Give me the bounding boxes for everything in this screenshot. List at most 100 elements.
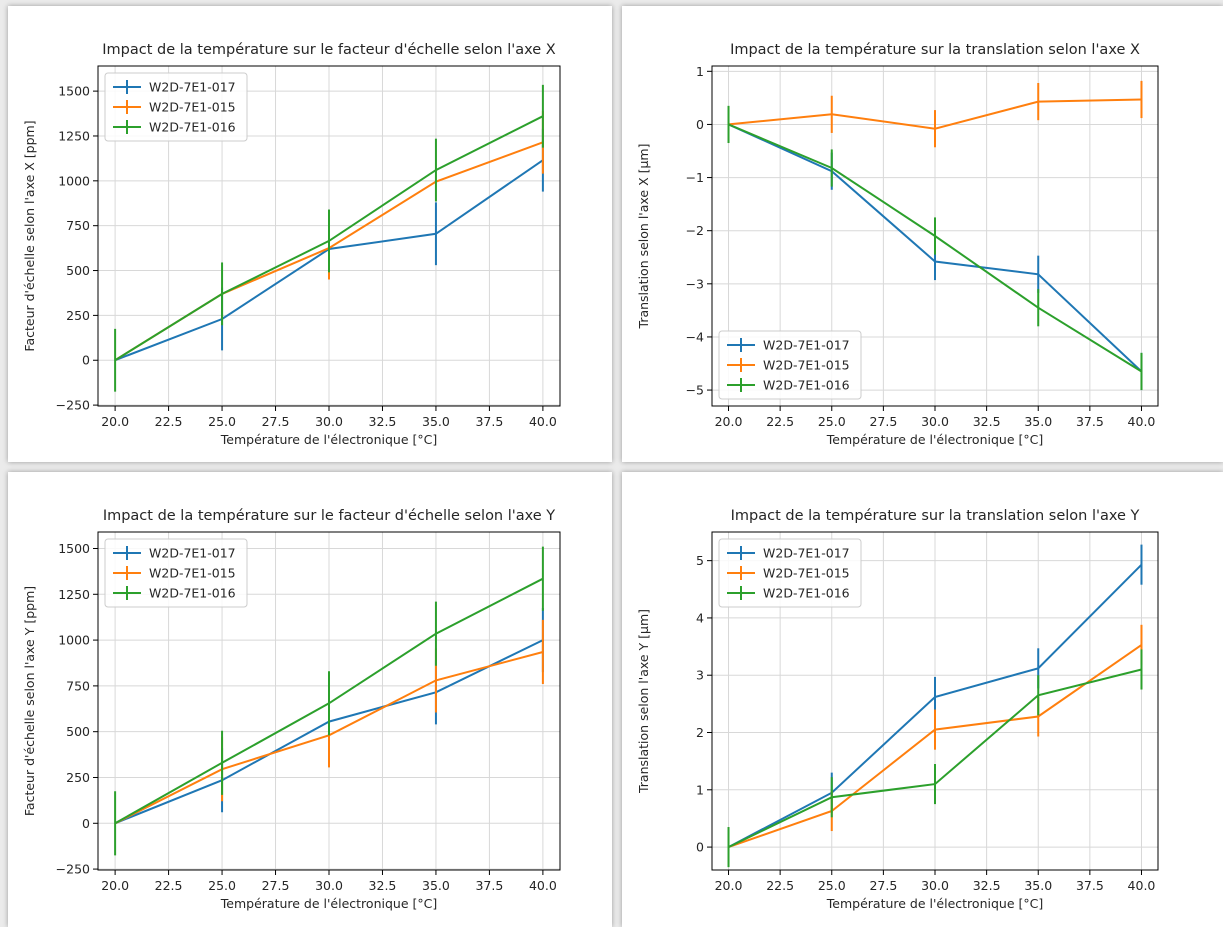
plot-frame [711, 65, 1159, 407]
legend-item: W2D-7E1-017 [727, 546, 850, 561]
y-tick-label: 250 [66, 770, 90, 785]
legend-label: W2D-7E1-016 [149, 120, 236, 135]
x-tick-label: 37.5 [1076, 878, 1104, 893]
legend: W2D-7E1-017 W2D-7E1-015 W2D-7E1-016 [104, 538, 248, 608]
tick-labels: 20.0 22.5 25.0 27.5 30.0 32.5 35.0 37.5 40.0 −250… [56, 541, 557, 893]
x-tick-label: 30.0 [315, 878, 343, 893]
chart-translation-x: Impact de la température sur la translat… [636, 42, 1159, 447]
legend-label: W2D-7E1-017 [149, 80, 236, 95]
series-line [728, 644, 1143, 849]
x-tick-label: 40.0 [529, 414, 557, 429]
legend: W2D-7E1-017 W2D-7E1-015 W2D-7E1-016 [718, 330, 862, 400]
y-axis-label: Facteur d'échelle selon l'axe Y [ppm] [22, 586, 37, 816]
x-tick-label: 32.5 [369, 414, 397, 429]
legend-box [104, 538, 248, 608]
legend-label: W2D-7E1-015 [763, 566, 850, 581]
x-tick-label: 35.0 [422, 878, 450, 893]
legend-label: W2D-7E1-016 [763, 378, 850, 393]
y-tick-label: 1250 [58, 587, 90, 602]
tick-labels: 20.0 22.5 25.0 27.5 30.0 32.5 35.0 37.5 40.0 0 1 2 3… [696, 553, 1155, 893]
legend-label: W2D-7E1-017 [763, 546, 850, 561]
series-line [728, 123, 1143, 373]
series-line [114, 115, 544, 362]
x-tick-label: 27.5 [869, 878, 897, 893]
x-tick-label: 32.5 [973, 878, 1001, 893]
x-tick-label: 22.5 [155, 414, 183, 429]
legend-box [718, 330, 862, 400]
legend-item: W2D-7E1-015 [727, 358, 850, 373]
y-tick-label: 750 [66, 678, 90, 693]
legend-item: W2D-7E1-017 [113, 80, 236, 95]
legend-item: W2D-7E1-015 [113, 100, 236, 115]
y-tick-label: −250 [56, 862, 90, 877]
x-tick-label: 30.0 [921, 414, 949, 429]
chart-panel-translation-y: Impact de la température sur la translat… [622, 472, 1223, 927]
x-tick-label: 22.5 [766, 878, 794, 893]
x-tick-label: 30.0 [921, 878, 949, 893]
series-line [114, 577, 544, 825]
x-tick-label: 27.5 [262, 414, 290, 429]
tick-labels: 20.0 22.5 25.0 27.5 30.0 32.5 35.0 37.5 40.0 −250… [56, 84, 557, 429]
legend-label: W2D-7E1-015 [149, 100, 236, 115]
series-line [728, 563, 1143, 848]
chart-title: Impact de la température sur le facteur … [102, 42, 555, 58]
y-tick-label: 500 [66, 724, 90, 739]
chart-panel-scale-y: Impact de la température sur le facteur … [8, 472, 612, 927]
y-tick-label: 1 [696, 782, 704, 797]
x-tick-label: 27.5 [262, 878, 290, 893]
legend-item: W2D-7E1-015 [727, 566, 850, 581]
x-tick-label: 20.0 [101, 414, 129, 429]
x-axis-label: Température de l'électronique [°C] [826, 896, 1043, 911]
chart-title: Impact de la température sur la translat… [731, 508, 1140, 524]
chart-panel-scale-x: Impact de la température sur le facteur … [8, 6, 612, 462]
y-tick-label: 5 [696, 553, 704, 568]
legend-label: W2D-7E1-015 [763, 358, 850, 373]
y-tick-label: 1500 [58, 541, 90, 556]
legend-label: W2D-7E1-016 [149, 586, 236, 601]
x-tick-label: 35.0 [1024, 414, 1052, 429]
series-w2d-7e1-016 [114, 546, 544, 856]
legend-label: W2D-7E1-015 [149, 566, 236, 581]
y-tick-label: 2 [696, 725, 704, 740]
x-tick-label: 40.0 [1128, 414, 1156, 429]
chart-title: Impact de la température sur la translat… [730, 42, 1140, 58]
chart-scale-y: Impact de la température sur le facteur … [22, 508, 561, 911]
y-tick-label: 0 [696, 117, 704, 132]
x-tick-label: 25.0 [818, 414, 846, 429]
y-axis-label: Translation selon l'axe X [µm] [636, 144, 651, 330]
y-axis-label: Facteur d'échelle selon l'axe X [ppm] [22, 120, 37, 351]
x-tick-label: 40.0 [1128, 878, 1156, 893]
y-tick-label: 500 [66, 263, 90, 278]
legend-item: W2D-7E1-016 [113, 586, 236, 601]
x-tick-label: 25.0 [208, 878, 236, 893]
y-tick-label: 1500 [58, 84, 90, 99]
legend-item: W2D-7E1-017 [113, 546, 236, 561]
x-tick-label: 20.0 [101, 878, 129, 893]
x-axis-label: Température de l'électronique [°C] [826, 432, 1043, 447]
legend-item: W2D-7E1-017 [727, 338, 850, 353]
x-tick-label: 32.5 [369, 878, 397, 893]
x-tick-label: 22.5 [155, 878, 183, 893]
y-tick-label: 0 [696, 840, 704, 855]
series-line [728, 98, 1142, 130]
y-tick-label: 0 [82, 816, 90, 831]
series-w2d-7e1-015 [728, 80, 1143, 148]
chart-translation-y: Impact de la température sur la translat… [636, 508, 1159, 911]
y-tick-label: −5 [686, 383, 704, 398]
series-w2d-7e1-016 [727, 649, 1143, 868]
x-tick-label: 35.0 [1024, 878, 1052, 893]
legend: W2D-7E1-017 W2D-7E1-015 W2D-7E1-016 [104, 72, 248, 142]
y-tick-label: −250 [56, 398, 90, 413]
x-tick-label: 37.5 [475, 878, 503, 893]
legend: W2D-7E1-017 W2D-7E1-015 W2D-7E1-016 [718, 538, 862, 608]
chart-title: Impact de la température sur le facteur … [103, 508, 555, 524]
chart-scale-x: Impact de la température sur le facteur … [22, 42, 561, 447]
legend-box [104, 72, 248, 142]
series-line [728, 668, 1142, 849]
y-tick-label: −1 [686, 170, 704, 185]
y-tick-label: −3 [686, 276, 704, 291]
x-tick-label: 32.5 [973, 414, 1001, 429]
y-tick-label: 1 [696, 64, 704, 79]
plot-frame [711, 531, 1159, 871]
y-tick-label: 1000 [58, 633, 90, 648]
